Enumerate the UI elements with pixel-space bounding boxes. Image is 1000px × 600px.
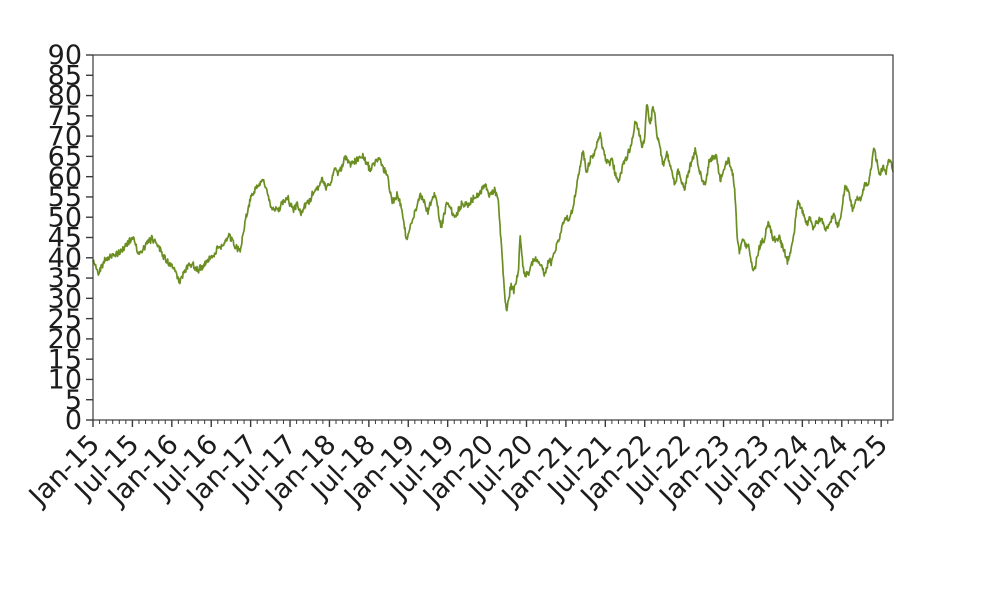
y-axis-tick-label: 10 [48, 365, 82, 396]
y-axis-tick-label: 75 [48, 101, 82, 132]
y-axis-tick-label: 90 [48, 40, 82, 71]
y-axis-tick-label: 85 [48, 60, 82, 91]
y-axis-tick-label: 70 [48, 121, 82, 152]
y-axis-tick-label: 0 [65, 405, 82, 436]
y-axis-tick-label: 25 [48, 304, 82, 335]
y-axis-tick-label: 15 [48, 344, 82, 375]
y-axis-tick-label: 65 [48, 142, 82, 173]
y-axis-tick-label: 60 [48, 162, 82, 193]
y-axis-tick-label: 40 [48, 243, 82, 274]
y-axis-tick-label: 45 [48, 223, 82, 254]
y-axis-tick-label: 80 [48, 81, 82, 112]
y-axis-tick-label: 30 [48, 284, 82, 315]
price-line [92, 104, 894, 312]
plot-layer: 051015202530354045505560657075808590Jan-… [22, 40, 894, 513]
y-axis-tick-label: 5 [65, 385, 82, 416]
y-axis-tick-label: 35 [48, 263, 82, 294]
plot-border [92, 54, 894, 421]
y-axis-tick-label: 20 [48, 324, 82, 355]
y-axis-tick-label: 55 [48, 182, 82, 213]
y-axis-tick-label: 50 [48, 202, 82, 233]
